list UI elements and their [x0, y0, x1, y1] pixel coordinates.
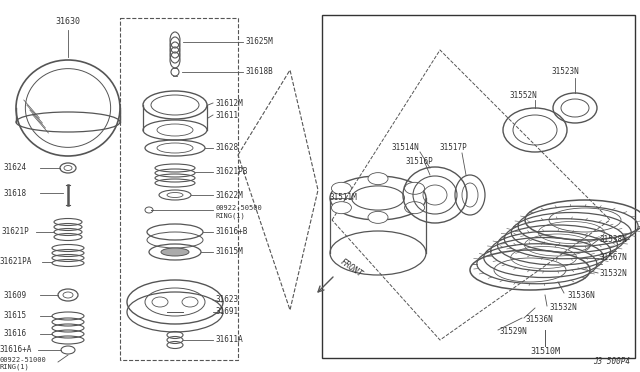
Text: FRONT: FRONT — [338, 257, 364, 279]
Ellipse shape — [368, 173, 388, 185]
Text: 31616: 31616 — [3, 330, 26, 339]
Text: 31691: 31691 — [215, 308, 238, 317]
Ellipse shape — [368, 211, 388, 223]
Text: 31536N: 31536N — [526, 315, 554, 324]
Text: 31623: 31623 — [215, 295, 238, 305]
Text: 31618: 31618 — [4, 189, 27, 198]
Text: 31514N: 31514N — [392, 144, 420, 153]
Text: 31538N: 31538N — [600, 235, 628, 244]
Text: 31618B: 31618B — [245, 67, 273, 77]
Text: 31532N: 31532N — [600, 269, 628, 278]
Text: 31615: 31615 — [3, 311, 26, 321]
Text: 31615M: 31615M — [215, 247, 243, 257]
Text: RING(1): RING(1) — [215, 213, 244, 219]
Text: 31529N: 31529N — [500, 327, 528, 337]
Text: 31511M: 31511M — [330, 193, 358, 202]
Text: 31621P: 31621P — [2, 228, 29, 237]
Text: 31536N: 31536N — [567, 291, 595, 299]
Text: 31611A: 31611A — [215, 336, 243, 344]
Text: 31532N: 31532N — [549, 304, 577, 312]
Text: 31622M: 31622M — [215, 190, 243, 199]
Text: 31523N: 31523N — [551, 67, 579, 77]
Ellipse shape — [161, 248, 189, 256]
Ellipse shape — [404, 202, 424, 214]
Text: 31567N: 31567N — [600, 253, 628, 263]
Text: 31630: 31630 — [56, 17, 81, 26]
Text: 31621PB: 31621PB — [215, 167, 248, 176]
Text: 31552N: 31552N — [510, 90, 538, 99]
Text: 31616+B: 31616+B — [215, 228, 248, 237]
Text: 31611: 31611 — [215, 110, 238, 119]
Ellipse shape — [332, 182, 351, 194]
Text: 31625M: 31625M — [245, 38, 273, 46]
Text: 31628: 31628 — [215, 144, 238, 153]
Bar — [120, 18, 238, 360]
Text: 31516P: 31516P — [406, 157, 434, 166]
Ellipse shape — [404, 182, 424, 194]
Text: RING(1): RING(1) — [0, 364, 29, 370]
Text: 00922-50500: 00922-50500 — [215, 205, 262, 211]
Text: 31616+A: 31616+A — [0, 346, 33, 355]
Text: J3 500P4: J3 500P4 — [593, 357, 630, 366]
Text: 31510M: 31510M — [530, 347, 560, 356]
Text: 31612M: 31612M — [215, 99, 243, 108]
Ellipse shape — [332, 202, 351, 214]
Text: 31624: 31624 — [4, 164, 27, 173]
Text: 31621PA: 31621PA — [0, 257, 33, 266]
Text: 00922-51000: 00922-51000 — [0, 357, 47, 363]
Text: 31517P: 31517P — [440, 144, 468, 153]
Text: 31609: 31609 — [4, 291, 27, 299]
Bar — [322, 15, 635, 358]
